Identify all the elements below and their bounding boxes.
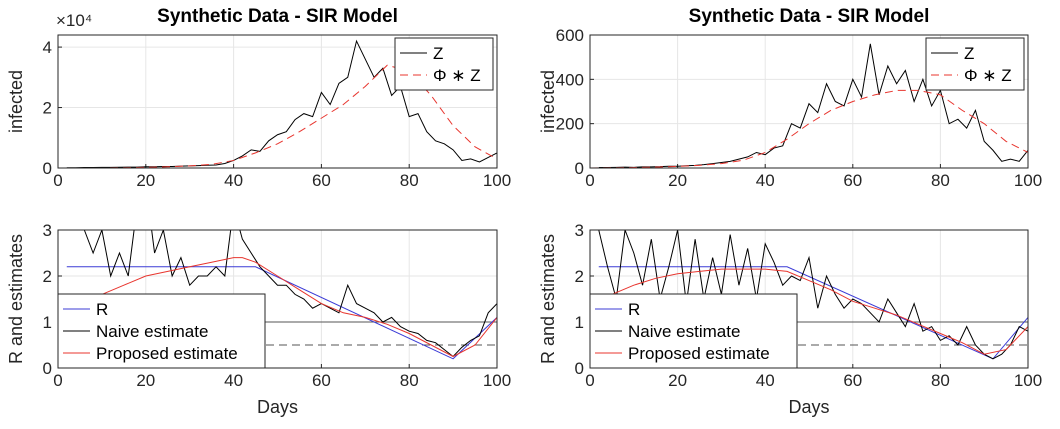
x-tick-label: 40 — [756, 171, 775, 190]
x-tick-label: 0 — [53, 371, 62, 390]
legend: Z Φ ∗ Z — [394, 37, 494, 91]
x-tick-label: 20 — [668, 371, 687, 390]
legend-label: Φ ∗ Z — [433, 66, 481, 85]
x-tick-label: 0 — [585, 371, 594, 390]
y-tick-label: 2 — [43, 267, 52, 286]
y-axis-label: R and estimates — [6, 234, 26, 364]
legend-label: Proposed estimate — [96, 344, 238, 363]
y-tick-label: 0 — [43, 359, 52, 378]
y-tick-label: 0 — [575, 159, 584, 178]
legend-box — [394, 37, 494, 91]
legend-label: Naive estimate — [96, 322, 208, 341]
subplot: 0 20 40 60 80 100 0 2 4 Synthetic Data - SIR Mode… — [6, 6, 511, 190]
subplot: 0 20 40 60 80 100 0 200 400 600 Synthetic Data - S… — [538, 6, 1042, 190]
series-line — [58, 257, 497, 358]
legend-box — [57, 293, 266, 369]
subplot: 0 20 40 60 80 100 0 1 2 3 R and estimates Days R Naiv… — [538, 221, 1042, 417]
subplot: 0 20 40 60 80 100 0 1 2 3 R and estimates Days R Naiv… — [6, 221, 511, 417]
x-tick-label: 100 — [483, 371, 511, 390]
x-axis-label: Days — [257, 397, 298, 417]
x-tick-label: 20 — [136, 371, 155, 390]
x-tick-label: 80 — [931, 371, 950, 390]
x-tick-label: 60 — [843, 171, 862, 190]
y-tick-label: 600 — [556, 26, 584, 45]
y-tick-label: 4 — [43, 38, 52, 57]
x-tick-label: 100 — [1014, 371, 1042, 390]
y-tick-label: 2 — [575, 267, 584, 286]
legend-label: Φ ∗ Z — [964, 66, 1012, 85]
y-axis-label: infected — [538, 70, 558, 133]
y-tick-label: 0 — [575, 359, 584, 378]
x-tick-label: 100 — [483, 171, 511, 190]
y-axis-label: infected — [6, 70, 26, 133]
legend-box — [589, 293, 798, 369]
chart-title: Synthetic Data - SIR Model — [689, 6, 930, 27]
x-tick-label: 40 — [224, 371, 243, 390]
y-tick-label: 1 — [43, 313, 52, 332]
y-exponent: ×10⁴ — [56, 11, 92, 30]
x-tick-label: 60 — [843, 371, 862, 390]
y-tick-label: 2 — [43, 99, 52, 118]
series-line — [590, 268, 1028, 355]
y-tick-label: 0 — [43, 159, 52, 178]
y-tick-label: 3 — [43, 221, 52, 240]
legend-label: R — [628, 300, 640, 319]
legend: Z Φ ∗ Z — [925, 37, 1025, 91]
legend: R Naive estimate Proposed estimate — [57, 293, 266, 369]
x-tick-label: 100 — [1014, 171, 1042, 190]
x-tick-label: 60 — [312, 171, 331, 190]
x-tick-label: 80 — [400, 171, 419, 190]
legend-label: Z — [433, 44, 443, 63]
x-axis-label: Days — [788, 397, 829, 417]
legend-label: Naive estimate — [628, 322, 740, 341]
y-tick-label: 1 — [575, 313, 584, 332]
axes-box — [57, 34, 498, 169]
x-tick-label: 80 — [400, 371, 419, 390]
lines — [58, 230, 497, 360]
chart-title: Synthetic Data - SIR Model — [157, 6, 398, 27]
y-tick-label: 3 — [575, 221, 584, 240]
x-tick-label: 20 — [136, 171, 155, 190]
x-tick-label: 40 — [224, 171, 243, 190]
x-tick-label: 0 — [585, 171, 594, 190]
y-tick-label: 400 — [556, 70, 584, 89]
legend-box — [925, 37, 1025, 91]
x-tick-label: 40 — [756, 371, 775, 390]
legend: R Naive estimate Proposed estimate — [589, 293, 798, 369]
axes-box — [589, 34, 1029, 169]
series-line — [83, 230, 497, 358]
x-tick-label: 0 — [53, 171, 62, 190]
x-tick-label: 20 — [668, 171, 687, 190]
y-axis-label: R and estimates — [538, 234, 558, 364]
x-tick-label: 60 — [312, 371, 331, 390]
legend-label: Proposed estimate — [628, 344, 770, 363]
legend-label: Z — [964, 44, 974, 63]
x-tick-label: 80 — [931, 171, 950, 190]
y-tick-label: 200 — [556, 115, 584, 134]
legend-label: R — [96, 300, 108, 319]
lines — [590, 43, 1028, 168]
